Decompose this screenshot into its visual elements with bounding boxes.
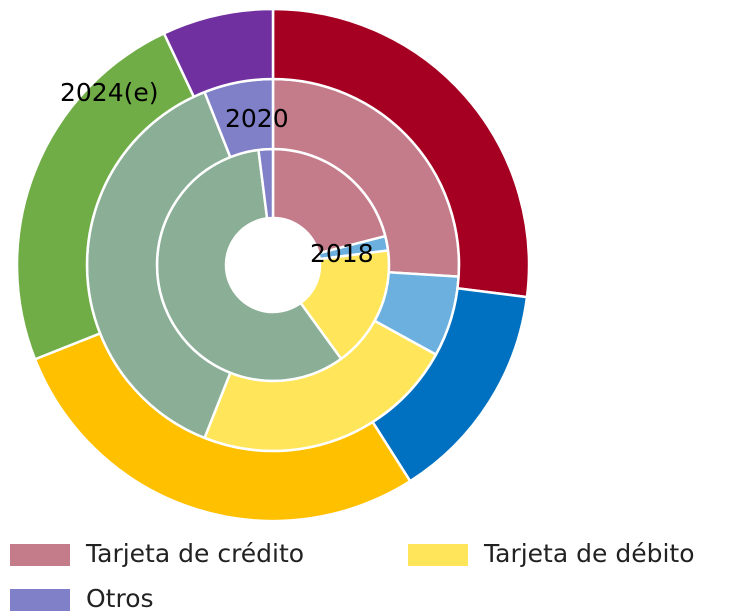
legend-swatch xyxy=(408,544,468,566)
ring-label: 2024(e) xyxy=(60,78,159,107)
legend-swatch xyxy=(10,589,70,611)
legend-text: Tarjeta de crédito xyxy=(85,539,304,568)
legend-text: Otros xyxy=(86,584,154,613)
donut-segment xyxy=(271,7,531,299)
ring-label: 2018 xyxy=(310,239,374,268)
donut-segment xyxy=(33,331,412,523)
legend-text: Tarjeta de débito xyxy=(483,539,695,568)
legend-swatch xyxy=(10,544,70,566)
ring-label: 2020 xyxy=(225,104,289,133)
donut-segment xyxy=(162,7,275,99)
